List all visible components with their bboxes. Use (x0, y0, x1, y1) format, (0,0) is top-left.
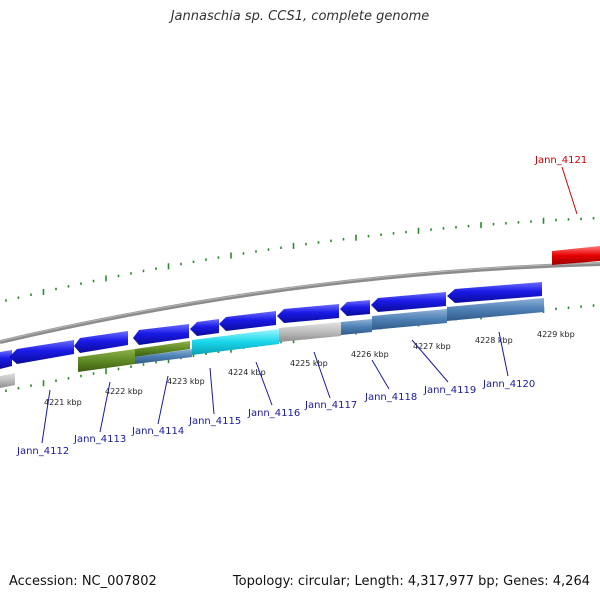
scale-label: 4227 kbp (413, 342, 451, 351)
gene-arrow[interactable] (9, 340, 74, 364)
gene-arrow[interactable] (219, 311, 276, 331)
label-leader-line (411, 339, 449, 383)
forward-strand-track (0, 282, 542, 369)
scale-label: 4221 kbp (44, 398, 82, 407)
gene-block[interactable] (192, 329, 279, 355)
reverse-strand-track (0, 298, 544, 388)
genome-backbone (0, 262, 600, 344)
outer-tick-track (5, 217, 595, 302)
gene-label[interactable]: Jann_4113 (73, 434, 126, 445)
gene-block[interactable] (279, 322, 341, 342)
scale-label: 4222 kbp (105, 387, 143, 396)
scale-label: 4225 kbp (290, 359, 328, 368)
label-leader-line (99, 381, 111, 433)
gene-label[interactable]: Jann_4114 (131, 426, 184, 437)
scale-label: 4229 kbp (537, 330, 575, 339)
gene-labels: Jann_4112 Jann_4113 Jann_4114 Jann_4115 Jann… (16, 155, 587, 457)
gene-arrow[interactable] (447, 282, 542, 303)
gene-block[interactable] (447, 298, 544, 321)
scale-label: 4223 kbp (167, 377, 205, 386)
gene-block[interactable] (372, 309, 447, 330)
gene-arrow[interactable] (190, 319, 219, 336)
scale-label: 4224 kbp (228, 368, 266, 377)
gene-block[interactable] (0, 373, 15, 388)
scale-labels: 4221 kbp 4222 kbp 4223 kbp 4224 kbp 4225 kbp… (44, 330, 575, 407)
gene-label[interactable]: Jann_4116 (247, 408, 300, 419)
gene-arrow[interactable] (133, 324, 189, 345)
gene-label[interactable]: Jann_4121 (534, 155, 587, 166)
genome-stats-label: Topology: circular; Length: 4,317,977 bp… (232, 574, 590, 589)
gene-block[interactable] (341, 319, 372, 335)
highlighted-gene[interactable] (552, 246, 600, 265)
map-title: Jannaschia sp. CCS1, complete genome (170, 9, 430, 24)
label-leader-line (255, 361, 273, 406)
gene-label[interactable]: Jann_4112 (16, 446, 69, 457)
gene-block[interactable] (135, 349, 192, 364)
gene-arrow[interactable] (340, 300, 370, 316)
gene-arrow[interactable] (371, 292, 446, 312)
gene-label[interactable]: Jann_4120 (482, 379, 535, 390)
gene-label[interactable]: Jann_4117 (304, 400, 357, 411)
scale-label: 4226 kbp (351, 350, 389, 359)
gene-block[interactable] (78, 349, 135, 372)
gene-label[interactable]: Jann_4115 (188, 416, 241, 427)
gene-arrow[interactable] (277, 304, 339, 323)
gene-label[interactable]: Jann_4118 (364, 392, 417, 403)
gene-arrow[interactable] (0, 350, 12, 369)
scale-label: 4228 kbp (475, 336, 513, 345)
gene-arrow[interactable] (74, 331, 128, 353)
gene-label[interactable]: Jann_4119 (423, 385, 476, 396)
label-leader-line (313, 351, 331, 399)
label-leader-line (41, 389, 51, 444)
accession-label: Accession: NC_007802 (9, 574, 157, 589)
label-leader-line (561, 166, 578, 215)
genome-backbone-highlight (0, 262, 600, 342)
label-leader-line (498, 331, 509, 377)
gene-block[interactable] (135, 341, 190, 357)
label-leader-line (209, 367, 215, 415)
label-leader-line (371, 359, 390, 390)
label-leader-line (157, 375, 169, 425)
